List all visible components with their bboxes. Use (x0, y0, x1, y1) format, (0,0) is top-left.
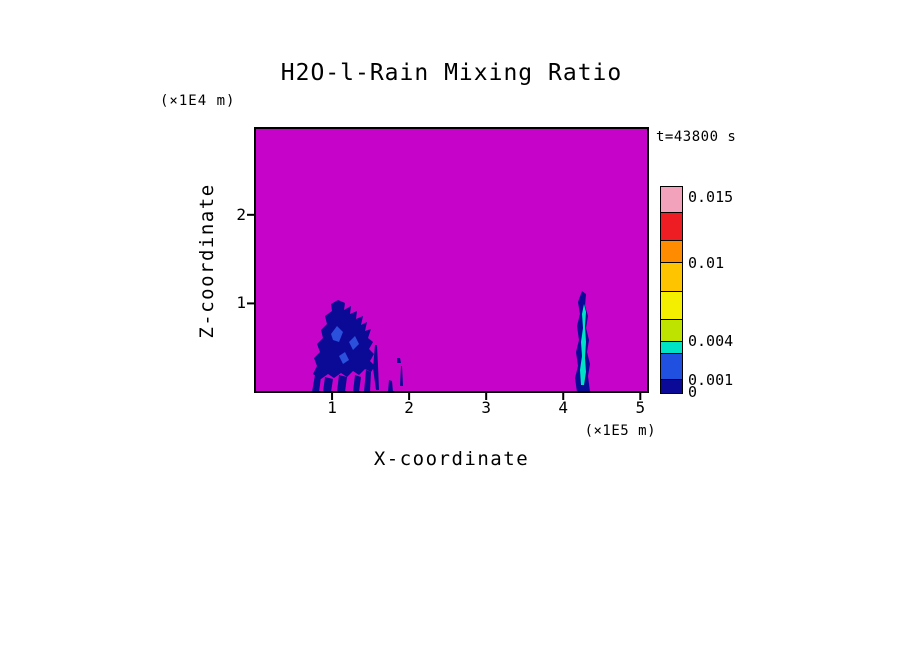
x-tick-label: 1 (327, 398, 337, 417)
time-annotation: t=43800 s (656, 129, 737, 145)
colorbar-segment (661, 341, 682, 354)
colorbar-segment (661, 263, 682, 292)
x-tick-label: 2 (404, 398, 414, 417)
colorbar-segment (661, 353, 682, 380)
colorbar-tick-label: 0.01 (688, 254, 725, 272)
colorbar-segment (661, 379, 682, 393)
z-axis-title: Z-coordinate (196, 183, 218, 339)
plot-field (255, 128, 648, 392)
x-tick-label: 4 (558, 398, 569, 417)
x-axis-title: X-coordinate (373, 448, 530, 470)
chart-title: H2O-l-Rain Mixing Ratio (280, 60, 623, 86)
colorbar-segment (661, 319, 682, 342)
rain-cell-left-highlights (331, 326, 359, 364)
plot-frame (254, 127, 649, 393)
colorbar (660, 186, 683, 394)
colorbar-segment (661, 291, 682, 320)
rain-cell-left-speckles (388, 358, 403, 392)
colorbar-tick-label: 0.004 (688, 332, 734, 351)
x-tick-label: 5 (635, 398, 646, 417)
x-axis-unit-label: (×1E5 m) (584, 423, 656, 439)
z-tick-label: 2 (236, 204, 246, 224)
colorbar-tick-label: 0.001 (688, 371, 734, 390)
colorbar-tick-label: 0.015 (688, 188, 734, 207)
colorbar-tick-label: 0 (688, 382, 698, 401)
x-tick-label: 3 (481, 398, 491, 417)
z-tick-label: 1 (236, 293, 246, 313)
colorbar-segment (661, 241, 682, 264)
rain-cell-left-legs (312, 370, 371, 392)
colorbar-segment (661, 213, 682, 242)
z-axis-unit-label: (×1E4 m) (160, 93, 236, 109)
rain-cell-right-cyan-core (580, 304, 586, 385)
rain-cell-left-body (313, 300, 375, 379)
rain-features (312, 291, 590, 392)
colorbar-segment (661, 187, 682, 214)
rain-cell-left-spike (373, 345, 379, 390)
